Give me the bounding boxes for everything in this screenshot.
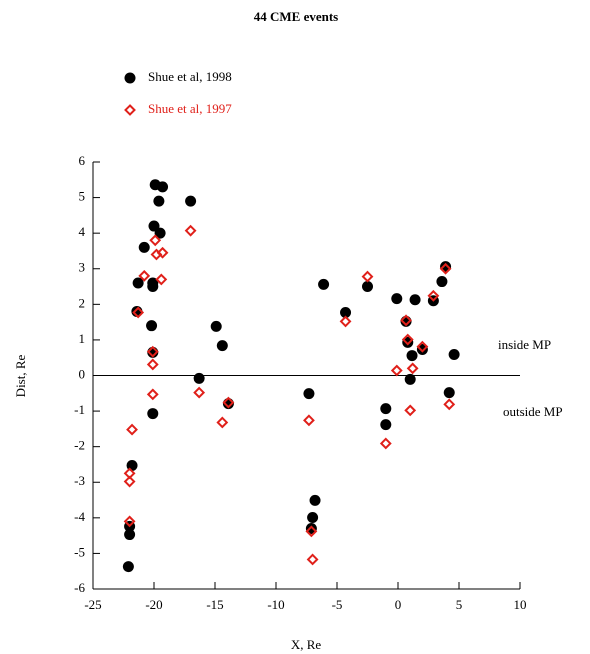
point: [123, 475, 136, 488]
y-tick-label: -6: [74, 580, 85, 595]
y-tick-label: -4: [74, 509, 85, 524]
point: [157, 181, 169, 193]
point: [427, 289, 440, 302]
point: [443, 387, 455, 399]
point: [216, 340, 228, 352]
point: [149, 234, 162, 247]
y-tick-label: -2: [74, 438, 85, 453]
point: [361, 270, 374, 283]
point: [406, 362, 419, 375]
x-axis-label: X, Re: [291, 637, 322, 652]
point: [318, 278, 330, 290]
y-tick-label: -1: [74, 402, 85, 417]
point: [154, 227, 166, 239]
y-tick-label: 3: [79, 260, 86, 275]
y-axis-label: Dist, Re: [13, 354, 28, 397]
point: [380, 403, 392, 415]
point: [153, 195, 165, 207]
point: [222, 396, 235, 409]
point: [404, 373, 416, 385]
point: [124, 529, 136, 541]
point: [303, 388, 315, 400]
point: [216, 416, 229, 429]
point: [305, 525, 318, 538]
y-tick-label: 0: [79, 366, 86, 381]
legend-label: Shue et al, 1997: [148, 101, 232, 116]
point: [123, 515, 136, 528]
point: [309, 494, 321, 506]
point: [406, 350, 418, 362]
point: [390, 364, 403, 377]
point: [443, 398, 456, 411]
x-tick-label: 0: [395, 597, 402, 612]
point: [193, 386, 206, 399]
x-tick-label: -10: [267, 597, 284, 612]
point: [146, 320, 158, 332]
point: [156, 246, 169, 259]
point: [305, 523, 317, 535]
point: [436, 276, 448, 288]
point: [448, 349, 460, 361]
x-tick-label: -5: [332, 597, 343, 612]
point: [185, 195, 197, 207]
y-tick-label: 2: [79, 295, 86, 310]
point: [303, 414, 315, 427]
x-tick-label: -25: [84, 597, 101, 612]
point: [126, 423, 138, 436]
chart-title: 44 CME events: [254, 9, 339, 24]
point: [416, 340, 429, 353]
point: [146, 345, 159, 358]
point: [138, 269, 151, 282]
point: [147, 281, 159, 293]
point: [340, 307, 352, 319]
point: [379, 437, 392, 450]
y-tick-label: -5: [74, 544, 85, 559]
annotation: outside MP: [503, 404, 563, 419]
point: [155, 273, 168, 286]
y-tick-label: 1: [79, 331, 86, 346]
point: [404, 404, 417, 417]
x-tick-label: 10: [514, 597, 527, 612]
point: [132, 306, 145, 319]
point: [339, 315, 352, 328]
point: [193, 372, 205, 384]
point: [147, 408, 159, 420]
point: [307, 511, 319, 523]
point: [416, 344, 428, 356]
point: [148, 220, 160, 232]
point: [138, 241, 150, 253]
point: [380, 419, 392, 431]
legend-marker: [124, 72, 136, 84]
x-tick-label: -15: [206, 597, 223, 612]
point: [184, 224, 197, 237]
y-tick-label: 6: [79, 153, 86, 168]
point: [362, 281, 373, 293]
legend-marker: [124, 104, 136, 116]
point: [400, 314, 412, 327]
point: [391, 293, 403, 305]
y-tick-label: -3: [74, 473, 85, 488]
x-tick-label: 5: [456, 597, 463, 612]
legend-label: Shue et al, 1998: [148, 69, 232, 84]
point: [146, 388, 159, 401]
point: [409, 294, 421, 306]
point: [439, 262, 452, 275]
y-tick-label: 5: [79, 189, 86, 204]
point: [306, 553, 319, 566]
annotation: inside MP: [498, 337, 551, 352]
y-tick-label: 4: [79, 224, 86, 239]
x-tick-label: -20: [145, 597, 162, 612]
point: [402, 336, 414, 348]
point: [401, 333, 414, 346]
point: [146, 358, 159, 371]
point: [132, 277, 144, 289]
point: [122, 561, 134, 573]
point: [210, 320, 222, 332]
